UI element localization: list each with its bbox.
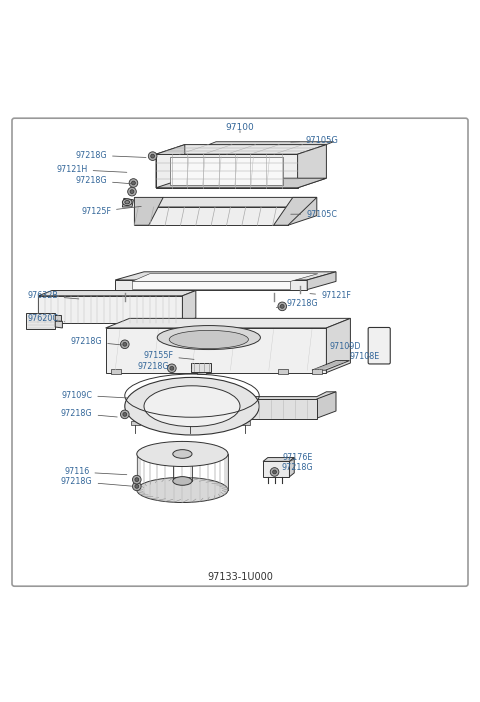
Polygon shape xyxy=(288,197,317,225)
Circle shape xyxy=(135,478,139,482)
Polygon shape xyxy=(326,319,350,373)
Text: 97218G: 97218G xyxy=(276,300,318,308)
Polygon shape xyxy=(156,145,326,154)
Polygon shape xyxy=(197,369,206,373)
Polygon shape xyxy=(191,362,211,372)
Polygon shape xyxy=(240,420,250,425)
Circle shape xyxy=(278,302,287,311)
Ellipse shape xyxy=(137,442,228,467)
Ellipse shape xyxy=(173,450,192,458)
Text: 97105G: 97105G xyxy=(291,136,338,145)
Ellipse shape xyxy=(125,201,130,204)
Polygon shape xyxy=(312,361,349,370)
Text: 97218G: 97218G xyxy=(274,463,313,472)
Text: 97116: 97116 xyxy=(64,468,127,477)
Polygon shape xyxy=(55,322,62,328)
Polygon shape xyxy=(209,142,334,145)
Polygon shape xyxy=(263,458,294,461)
Polygon shape xyxy=(156,145,185,188)
Circle shape xyxy=(273,470,276,474)
Polygon shape xyxy=(38,296,182,323)
Circle shape xyxy=(123,413,127,416)
Circle shape xyxy=(132,181,135,185)
Text: 97155F: 97155F xyxy=(144,351,194,360)
Ellipse shape xyxy=(122,199,132,206)
Text: 97218G: 97218G xyxy=(75,176,132,185)
Polygon shape xyxy=(106,319,350,328)
Text: 97121F: 97121F xyxy=(310,291,351,300)
Text: 97620C: 97620C xyxy=(28,314,64,323)
Polygon shape xyxy=(111,369,121,373)
Polygon shape xyxy=(132,282,290,289)
Polygon shape xyxy=(182,291,196,323)
Text: 97218G: 97218G xyxy=(61,409,117,418)
Circle shape xyxy=(170,366,174,370)
Text: 97176E: 97176E xyxy=(282,453,313,462)
Circle shape xyxy=(280,305,284,308)
Polygon shape xyxy=(156,178,326,188)
Text: 97105C: 97105C xyxy=(291,210,337,219)
Text: 97218G: 97218G xyxy=(71,337,122,346)
Polygon shape xyxy=(274,197,317,225)
Polygon shape xyxy=(134,197,163,225)
Polygon shape xyxy=(132,274,318,282)
FancyBboxPatch shape xyxy=(368,327,390,364)
Circle shape xyxy=(132,482,141,491)
FancyBboxPatch shape xyxy=(12,118,468,586)
Text: 97218G: 97218G xyxy=(75,151,146,159)
Polygon shape xyxy=(298,145,326,188)
Polygon shape xyxy=(122,199,133,207)
Polygon shape xyxy=(250,392,336,400)
Text: 97218G: 97218G xyxy=(138,362,173,371)
Polygon shape xyxy=(156,154,298,188)
Polygon shape xyxy=(55,315,61,322)
Text: 97218G: 97218G xyxy=(61,477,132,486)
Circle shape xyxy=(135,484,139,489)
Polygon shape xyxy=(131,420,140,425)
Ellipse shape xyxy=(169,331,249,349)
Text: 97133-1U000: 97133-1U000 xyxy=(207,571,273,581)
Polygon shape xyxy=(250,399,317,419)
Circle shape xyxy=(148,152,157,161)
Polygon shape xyxy=(115,272,336,280)
Text: 97125F: 97125F xyxy=(81,206,141,216)
Circle shape xyxy=(130,190,134,194)
Polygon shape xyxy=(289,458,294,477)
Polygon shape xyxy=(317,392,336,418)
Polygon shape xyxy=(26,312,55,329)
Polygon shape xyxy=(38,291,196,296)
Polygon shape xyxy=(170,157,283,185)
Polygon shape xyxy=(134,197,317,207)
Polygon shape xyxy=(134,207,288,225)
Ellipse shape xyxy=(157,326,261,350)
Polygon shape xyxy=(278,369,288,373)
Text: 97100: 97100 xyxy=(226,124,254,133)
Circle shape xyxy=(123,343,127,346)
Polygon shape xyxy=(263,461,289,477)
Circle shape xyxy=(120,340,129,349)
Text: 97632B: 97632B xyxy=(28,291,79,300)
Polygon shape xyxy=(115,280,307,289)
Polygon shape xyxy=(307,272,336,289)
Text: 97109C: 97109C xyxy=(61,390,127,399)
Ellipse shape xyxy=(125,378,259,435)
Circle shape xyxy=(168,364,176,373)
Polygon shape xyxy=(312,369,322,373)
Circle shape xyxy=(151,154,155,158)
Polygon shape xyxy=(106,328,326,373)
Circle shape xyxy=(128,187,136,196)
Text: 97109D: 97109D xyxy=(330,342,361,351)
Text: 97108E: 97108E xyxy=(349,352,380,362)
Circle shape xyxy=(129,179,138,187)
Ellipse shape xyxy=(173,477,192,485)
Circle shape xyxy=(270,468,279,476)
Ellipse shape xyxy=(144,386,240,427)
Polygon shape xyxy=(185,420,194,425)
Circle shape xyxy=(120,410,129,418)
Text: 97121H: 97121H xyxy=(56,165,127,174)
Ellipse shape xyxy=(137,477,228,503)
Circle shape xyxy=(132,475,141,484)
